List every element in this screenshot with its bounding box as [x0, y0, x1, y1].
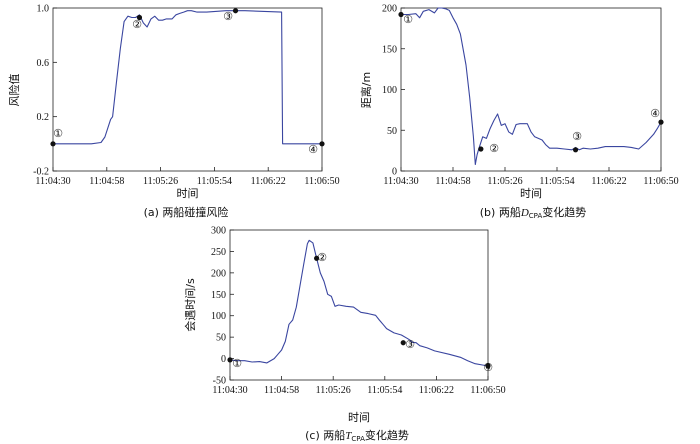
y-axis-label: 距离/m: [359, 72, 373, 108]
x-tick-label: 11:05:26: [143, 176, 178, 187]
marker-label: ③: [405, 338, 415, 351]
x-axis-label: 时间: [348, 411, 370, 424]
y-tick-label: 200: [211, 268, 226, 279]
x-tick-label: 11:06:50: [304, 176, 339, 187]
plot-frame: [52, 7, 323, 172]
x-tick-label: 11:04:58: [89, 176, 124, 187]
x-tick-label: 11:05:26: [487, 176, 522, 187]
data-point-marker: [232, 8, 239, 14]
x-tick-label: 11:04:58: [264, 385, 299, 396]
marker-label: ②: [317, 251, 327, 264]
chart-caption: (b) 两船DCPA变化趋势: [480, 205, 586, 220]
data-point-marker: [485, 363, 491, 369]
y-tick-label: 150: [211, 290, 226, 301]
x-tick-label: 11:05:54: [197, 176, 232, 187]
plot-frame: [229, 229, 489, 381]
x-tick-label: 11:04:30: [383, 176, 418, 187]
data-point-marker: [319, 141, 325, 147]
data-point-marker: [572, 147, 579, 153]
y-axis-label: 会遇时间/s: [184, 278, 197, 332]
y-tick-label: 150: [382, 44, 397, 55]
y-tick-label: -50: [213, 376, 226, 387]
y-tick-label: -0.2: [33, 167, 49, 178]
marker-label: ④: [650, 107, 660, 120]
y-tick-label: 0: [221, 354, 226, 365]
marker-label: ③: [572, 130, 582, 143]
series-line: [401, 7, 662, 166]
x-axis-label: 时间: [177, 187, 199, 200]
series-line: [53, 10, 322, 145]
marker-label: ④: [308, 143, 318, 156]
y-tick-label: 100: [211, 311, 226, 322]
x-tick-label: 11:05:26: [316, 385, 351, 396]
chart-panel-2: 200 150 100 50 011:04:30 11:04:58 11:05:26 11:0…: [359, 4, 679, 221]
y-tick-label: 0.2: [37, 112, 50, 123]
data-point-marker: [400, 340, 406, 346]
marker-label: ①: [403, 13, 413, 26]
marker-label: ①: [232, 357, 242, 370]
y-tick-label: 0: [392, 167, 397, 178]
data-point-marker: [478, 146, 484, 152]
x-axis-label: 时间: [520, 187, 542, 200]
marker-label: ①: [53, 127, 63, 140]
y-tick-label: 50: [387, 126, 397, 137]
y-tick-label: 100: [382, 85, 397, 96]
x-tick-label: 11:06:50: [643, 176, 678, 187]
data-point-marker: [227, 357, 233, 363]
series-line: [229, 239, 489, 367]
data-point-marker: [658, 119, 664, 125]
marker-label: ③: [223, 10, 233, 23]
x-tick-label: 11:05:54: [539, 176, 574, 187]
marker-label: ②: [489, 142, 499, 155]
marker-label: ②: [132, 18, 142, 31]
x-tick-label: 11:04:58: [435, 176, 470, 187]
x-tick-label: 11:04:30: [35, 176, 70, 187]
y-axis-label: 风险值: [7, 74, 21, 107]
y-tick-label: 0.6: [37, 58, 50, 69]
x-tick-label: 11:06:22: [419, 385, 454, 396]
x-tick-label: 11:06:50: [470, 385, 505, 396]
data-point-marker: [314, 255, 320, 261]
x-tick-label: 11:04:30: [212, 385, 247, 396]
chart-panel-1: 1.0 0.6 0.2 -0.211:04:30 11:04:58 11:05:26 11:…: [7, 4, 340, 220]
y-tick-label: 200: [382, 4, 397, 15]
x-tick-label: 11:05:54: [367, 385, 402, 396]
chart-caption: (c) 两船TCPA变化趋势: [305, 428, 409, 443]
marker-label: ④: [483, 361, 493, 374]
x-tick-label: 11:06:22: [251, 176, 286, 187]
data-point-marker: [136, 14, 143, 21]
y-tick-label: 300: [211, 226, 226, 237]
y-tick-label: 1.0: [37, 4, 50, 15]
y-tick-label: 250: [211, 247, 226, 258]
data-point-marker: [50, 141, 56, 147]
data-point-marker: [398, 11, 404, 18]
x-tick-label: 11:06:22: [591, 176, 626, 187]
y-tick-label: 50: [216, 333, 226, 344]
chart-caption: (a) 两船碰撞风险: [144, 205, 229, 219]
